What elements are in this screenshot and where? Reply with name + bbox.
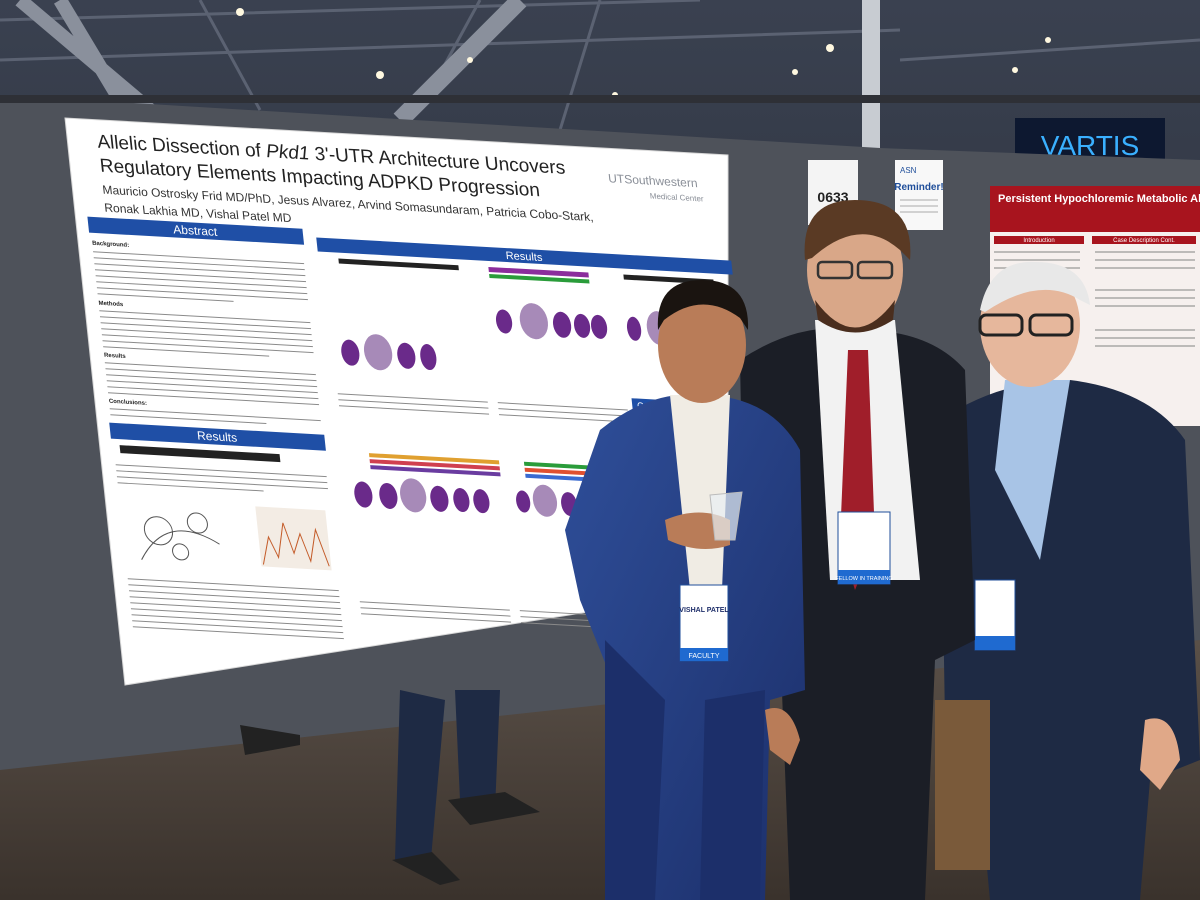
ceiling-lights xyxy=(212,8,1051,101)
neighbor-header-text: Case Description Cont. xyxy=(1113,238,1175,244)
person-hair xyxy=(657,280,749,330)
logo: Medical Center xyxy=(649,192,704,204)
bag xyxy=(935,700,990,870)
person-suit xyxy=(940,380,1200,900)
sign-lines xyxy=(900,199,938,213)
section-title: Results xyxy=(196,429,237,445)
background-shoe xyxy=(240,725,300,755)
cup xyxy=(709,491,743,541)
figure-trace xyxy=(262,522,330,567)
figure-panel xyxy=(255,506,332,571)
logo: UTSouthwestern xyxy=(607,171,698,190)
sign-brand: ASN xyxy=(900,166,917,175)
neighbor-text-lines xyxy=(994,251,1195,347)
rna-structure xyxy=(141,512,220,561)
person-trousers xyxy=(605,640,765,900)
logo-box xyxy=(601,165,726,209)
person-hair xyxy=(804,200,911,260)
neighbor-section xyxy=(1092,236,1196,244)
background-shoes xyxy=(392,792,540,885)
sign-title: Reminder! xyxy=(894,182,943,193)
glasses xyxy=(856,260,894,280)
badge-role: FACULTY xyxy=(689,653,720,660)
booth-number: 0633 xyxy=(817,189,848,205)
person-face xyxy=(658,287,746,403)
badge-stripe xyxy=(838,570,890,584)
figure-caption xyxy=(115,464,344,640)
section-bar xyxy=(109,422,326,451)
figure-track xyxy=(119,445,281,463)
neighbor-title: Persistent Hypochloremic Metabolic Alkal… xyxy=(998,193,1200,205)
reminder-sign xyxy=(895,160,943,230)
abstract-heading: Methods xyxy=(98,301,124,308)
section-title: Abstract xyxy=(173,222,219,238)
figure-caption xyxy=(337,393,652,631)
badge-stripe xyxy=(680,648,728,661)
person-beard xyxy=(815,300,895,333)
person-shirt xyxy=(995,380,1070,560)
neighbor-header xyxy=(990,186,1200,232)
background-person xyxy=(395,690,500,870)
badge-stripe xyxy=(975,636,1015,650)
badge-name: VISHAL PATEL xyxy=(679,607,729,614)
person-hair xyxy=(980,261,1090,312)
person-hand xyxy=(1140,718,1180,790)
glasses xyxy=(816,260,854,280)
section-bar xyxy=(316,237,733,275)
neighbor-section xyxy=(994,236,1084,244)
title-part: Pkd1 xyxy=(265,141,310,164)
section-bar xyxy=(87,216,305,245)
section-title: Results xyxy=(505,250,543,264)
glasses xyxy=(1028,313,1074,337)
abstract-heading: Conclusions: xyxy=(109,399,148,407)
abstract-heading: Background: xyxy=(92,241,130,249)
glasses xyxy=(978,313,1024,337)
abstract-heading: Results xyxy=(104,353,127,360)
wall-rail xyxy=(0,95,1200,103)
neighbor-header-text: Introduction xyxy=(1023,238,1054,244)
abstract-text xyxy=(93,251,321,425)
person-hand xyxy=(765,708,800,765)
badge-role: FELLOW IN TRAINING xyxy=(835,576,892,582)
